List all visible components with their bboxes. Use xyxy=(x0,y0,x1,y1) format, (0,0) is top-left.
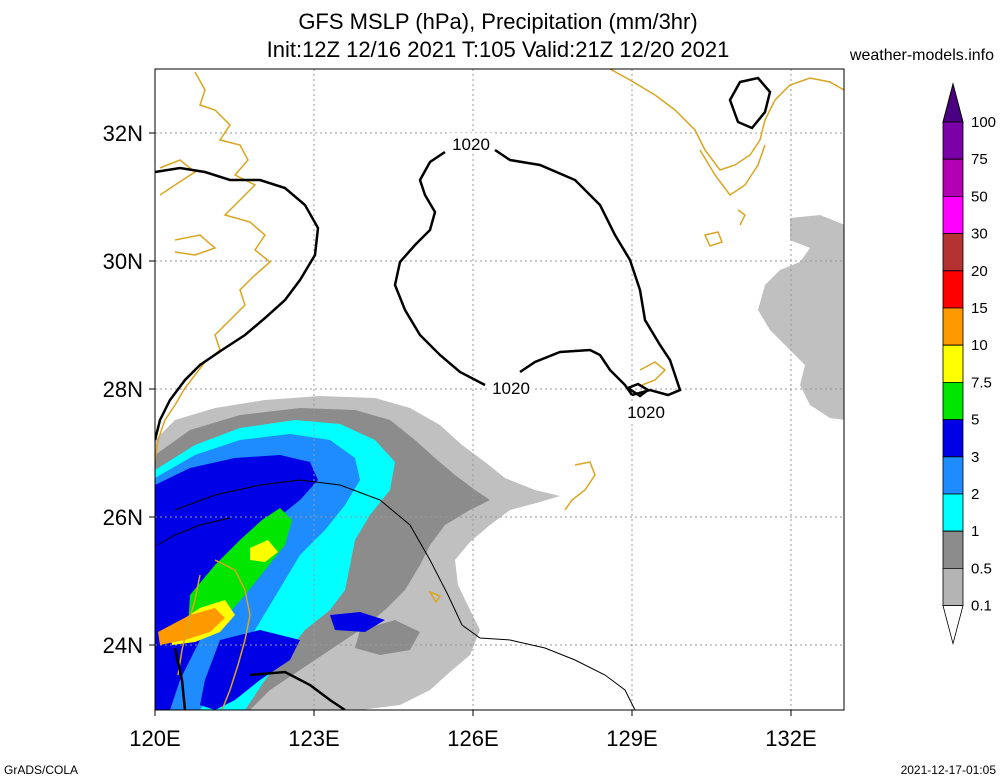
taiwan-west xyxy=(177,574,201,676)
isobar-label-central: 1020 xyxy=(492,379,530,398)
colorbar-label-75: 75 xyxy=(971,151,988,168)
isobar-central-east xyxy=(494,148,682,397)
precip-band-7-5 xyxy=(250,540,278,562)
eez-line-2 xyxy=(157,517,231,546)
colorbar-swatch-50 xyxy=(942,196,964,234)
precip-band-3-south xyxy=(200,630,300,710)
isobar-japan xyxy=(728,76,772,130)
isobar-label-north: 1020 xyxy=(452,135,490,154)
isobars xyxy=(155,76,772,710)
map-area: 1020 1020 1020 xyxy=(155,69,844,710)
colorbar-swatch-100 xyxy=(942,121,964,160)
island-1 xyxy=(703,231,723,247)
map-subtitle: Init:12Z 12/16 2021 T:105 Valid:21Z 12/2… xyxy=(267,37,730,62)
y-tick-24N: 24N xyxy=(103,633,143,658)
boundaries xyxy=(157,479,636,710)
colorbar-label-20: 20 xyxy=(971,263,988,280)
isobar-west xyxy=(155,166,320,441)
precip-band-3-patch xyxy=(330,612,385,632)
x-axis-labels: 120E 123E 126E 129E 132E xyxy=(129,726,816,751)
timestamp: 2021-12-17-01:05 xyxy=(901,763,997,777)
precip-band-0-5-patch xyxy=(355,620,420,655)
taiwan-coast xyxy=(214,559,251,710)
colorbar-top-arrow xyxy=(942,82,964,123)
isobar-labels: 1020 1020 1020 xyxy=(448,133,669,422)
precip-band-0-1-east xyxy=(758,215,844,420)
isobar-small-loop xyxy=(625,382,651,398)
colorbar-label-0-5: 0.5 xyxy=(971,560,992,577)
colorbar: 100 75 50 30 20 15 10 7.5 5 3 2 1 0.5 0.1 xyxy=(942,82,996,646)
colorbar-swatch-10 xyxy=(942,344,964,383)
colorbar-label-2: 2 xyxy=(971,486,979,503)
colorbar-label-7-5: 7.5 xyxy=(971,374,992,391)
colorbar-label-5: 5 xyxy=(971,412,979,429)
isobar-central xyxy=(393,150,486,387)
y-tick-26N: 26N xyxy=(103,505,143,530)
x-tick-132E: 132E xyxy=(765,726,816,751)
precip-shading xyxy=(155,215,844,710)
colorbar-swatch-0-1 xyxy=(942,605,964,646)
colorbar-label-3: 3 xyxy=(971,449,979,466)
x-tick-123E: 123E xyxy=(288,726,339,751)
colorbar-label-100: 100 xyxy=(971,114,996,131)
x-tick-120E: 120E xyxy=(129,726,180,751)
china-coast xyxy=(155,71,272,461)
ryukyu-2 xyxy=(564,461,596,511)
colorbar-label-0-1: 0.1 xyxy=(971,598,992,615)
y-tick-30N: 30N xyxy=(103,249,143,274)
site-label: weather-models.info xyxy=(849,47,994,64)
colorbar-swatch-0-5 xyxy=(942,568,964,606)
colorbar-swatch-3 xyxy=(942,456,964,495)
x-tick-126E: 126E xyxy=(447,726,498,751)
small-isle xyxy=(428,590,442,604)
coast-inlet xyxy=(159,159,197,196)
colorbar-label-30: 30 xyxy=(971,226,988,243)
colorbar-swatch-5 xyxy=(942,419,964,458)
eez-line xyxy=(174,479,636,710)
coastlines xyxy=(155,69,844,710)
ryukyu-1 xyxy=(639,361,667,386)
colorbar-label-10: 10 xyxy=(971,337,988,354)
isobar-label-east: 1020 xyxy=(627,403,665,422)
colorbar-swatch-15 xyxy=(942,307,964,346)
colorbar-swatch-2 xyxy=(942,493,964,532)
tick-marks xyxy=(149,132,792,716)
colorbar-swatch-1 xyxy=(942,530,964,569)
colorbar-label-1: 1 xyxy=(971,523,979,540)
island-2 xyxy=(737,209,746,226)
colorbar-swatch-30 xyxy=(942,233,964,272)
colorbar-swatch-7-5 xyxy=(942,382,964,420)
korea-japan-coast xyxy=(609,69,844,171)
precip-band-5 xyxy=(188,508,292,635)
software-credit: GrADS/COLA xyxy=(4,763,78,777)
isobar-south xyxy=(173,647,187,710)
x-tick-129E: 129E xyxy=(606,726,657,751)
y-axis-labels: 32N 30N 28N 26N 24N xyxy=(103,121,143,658)
kyushu-coast xyxy=(699,144,766,197)
isobar-loop xyxy=(519,348,634,396)
colorbar-label-15: 15 xyxy=(971,300,988,317)
precip-band-3 xyxy=(155,455,318,710)
map-title: GFS MSLP (hPa), Precipitation (mm/3hr) xyxy=(298,9,697,34)
y-tick-28N: 28N xyxy=(103,377,143,402)
y-tick-32N: 32N xyxy=(103,121,143,146)
colorbar-swatch-20 xyxy=(942,270,964,309)
coast-inlet-2 xyxy=(174,234,217,256)
colorbar-swatch-75 xyxy=(942,158,964,197)
precip-band-10 xyxy=(158,608,225,645)
colorbar-label-50: 50 xyxy=(971,188,988,205)
isobar-south-2 xyxy=(249,670,346,710)
